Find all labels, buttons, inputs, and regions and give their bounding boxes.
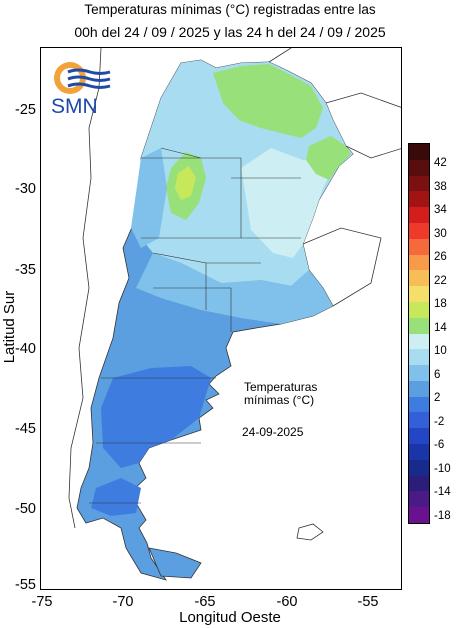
pampa-mid [136, 253, 333, 324]
legend-swatch [409, 144, 429, 161]
legend-label: 6 [434, 368, 441, 381]
malvinas [296, 523, 324, 541]
x-tick: -75 [31, 594, 53, 610]
legend-swatch [409, 475, 429, 492]
legend-swatch [409, 333, 429, 350]
legend-swatch [409, 175, 429, 192]
legend-label: 10 [434, 345, 447, 357]
patagonia-dark [101, 366, 211, 468]
y-tick: -25 [15, 102, 36, 118]
map-title-line2: 00h del 24 / 09 / 2025 y las 24 h del 24… [74, 24, 386, 40]
annotation-date: 24-09-2025 [242, 425, 304, 439]
santacruz-dark [91, 478, 141, 516]
legend-label: -6 [434, 439, 445, 451]
legend-swatch [409, 365, 429, 382]
y-tick: -50 [15, 501, 36, 517]
chile-coast [68, 48, 102, 529]
legend-label: 42 [434, 157, 447, 169]
legend-swatch [409, 222, 429, 240]
legend-label: -10 [434, 462, 451, 475]
y-axis-label: Latitud Sur [1, 290, 18, 364]
y-tick: -40 [15, 341, 36, 357]
legend-label: 22 [434, 274, 447, 287]
x-tick: -65 [194, 594, 216, 610]
legend-label: 34 [434, 204, 447, 216]
legend-swatch [409, 254, 429, 271]
x-axis-label: Longitud Oeste [179, 609, 281, 626]
province-lines [89, 147, 301, 504]
legend-label: -2 [434, 415, 445, 428]
x-tick: -70 [112, 594, 134, 610]
legend-swatch [409, 191, 429, 208]
legend-swatch [409, 459, 429, 477]
annotation-line2: mínimas (°C) [244, 393, 315, 407]
legend-label: 2 [434, 392, 441, 404]
annotation-line1: Temperaturas [244, 380, 318, 394]
legend-swatch [409, 380, 429, 398]
legend-swatch [409, 317, 429, 334]
legend-label: 26 [434, 251, 447, 263]
y-tick: -55 [15, 577, 36, 593]
andes-mid-blue [131, 148, 167, 248]
legend-swatch [409, 207, 429, 224]
legend-swatch [409, 238, 429, 256]
map-plot-area [40, 47, 402, 590]
uruguay-outline [302, 227, 382, 307]
legend-swatch [409, 412, 429, 429]
smn-logo-text: SMN [51, 95, 98, 118]
chaco-green [213, 64, 323, 138]
northeast-pale [241, 148, 333, 258]
legend-swatch [409, 507, 429, 524]
map-title-line1: Temperaturas mínimas (°C) registradas en… [84, 2, 376, 17]
x-tick: -60 [276, 594, 298, 610]
x-tick: -55 [357, 594, 379, 610]
argentina-temperature-map [68, 48, 401, 581]
legend-label: 38 [434, 180, 447, 193]
legend-label: 18 [434, 298, 447, 310]
brazil-border [345, 145, 401, 159]
tierra-del-fuego [148, 547, 202, 579]
legend-swatch [409, 491, 429, 508]
misiones-green [306, 136, 351, 180]
legend-swatch [409, 428, 429, 445]
legend-swatch [409, 286, 429, 303]
legend-label: 14 [434, 321, 447, 334]
legend-swatch [409, 396, 429, 413]
legend-label: -14 [434, 486, 451, 498]
legend-label: -18 [434, 509, 451, 522]
cordoba-core [175, 166, 196, 200]
legend-swatch [409, 159, 429, 177]
y-tick: -45 [15, 421, 36, 437]
legend-swatch [409, 270, 429, 287]
legend-swatch [409, 301, 429, 319]
y-tick: -30 [15, 181, 36, 197]
smn-logo-icon [50, 58, 112, 120]
color-legend [408, 143, 430, 524]
legend-label: 30 [434, 227, 447, 240]
y-tick: -35 [15, 262, 36, 278]
paraguay-outline [268, 48, 401, 108]
legend-swatch [409, 444, 429, 461]
legend-swatch [409, 349, 429, 366]
